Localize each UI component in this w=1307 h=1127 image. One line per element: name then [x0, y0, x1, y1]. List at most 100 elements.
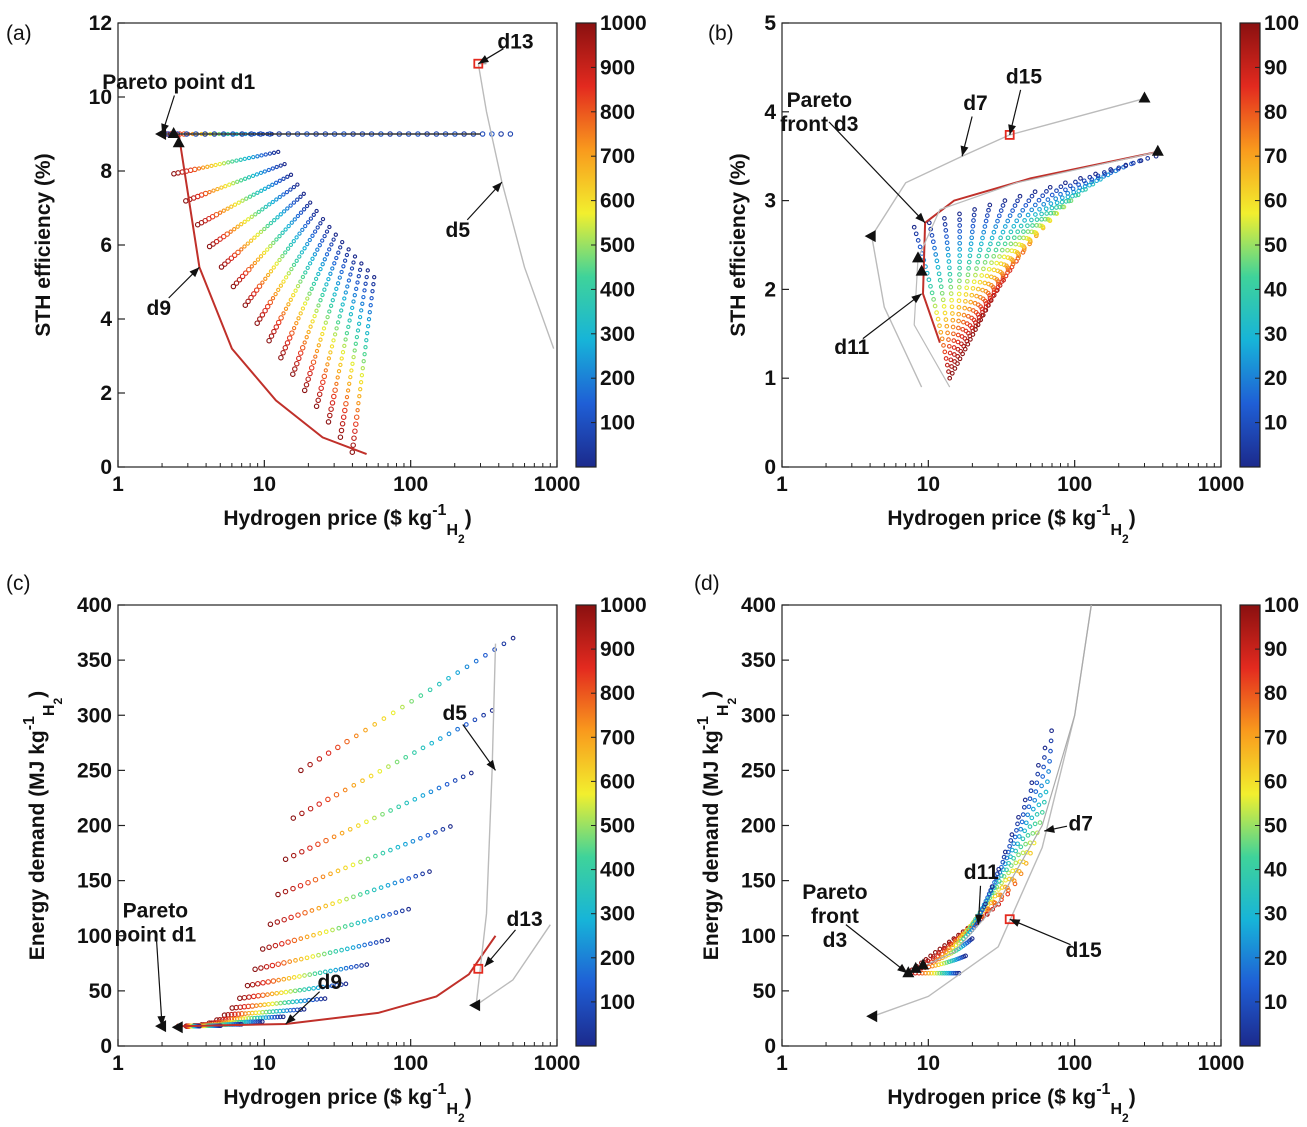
point — [322, 287, 327, 292]
point — [266, 184, 271, 189]
x-label-main: Hydrogen price ($ kg — [887, 1086, 1096, 1109]
point — [228, 255, 235, 261]
y-tick-label: 3 — [764, 190, 776, 213]
point — [291, 239, 296, 244]
point — [340, 350, 346, 355]
point — [260, 980, 266, 986]
annotation-arrowhead — [911, 293, 922, 304]
point — [312, 971, 318, 977]
point — [1027, 796, 1033, 802]
point — [427, 869, 432, 874]
point — [1041, 764, 1046, 770]
point — [332, 292, 337, 297]
point — [951, 338, 957, 343]
point — [1011, 841, 1017, 846]
point — [957, 356, 963, 362]
colorbar-tick-label: 200 — [600, 947, 635, 970]
point — [993, 247, 999, 253]
point — [944, 960, 950, 965]
point — [342, 787, 348, 793]
point — [260, 992, 266, 998]
point — [355, 280, 360, 285]
point — [271, 150, 277, 155]
series-line-d5 — [475, 643, 497, 1006]
point — [1001, 854, 1007, 860]
y-label-sub2: 2 — [725, 698, 739, 705]
point — [299, 345, 306, 351]
point — [320, 331, 325, 337]
point — [945, 330, 950, 336]
x-tick-label: 100 — [1057, 1052, 1092, 1075]
point — [288, 989, 293, 994]
point — [378, 885, 384, 890]
point — [289, 220, 294, 225]
annotation-arrowhead — [484, 956, 495, 967]
point — [309, 908, 315, 913]
point — [1039, 810, 1045, 815]
point — [347, 826, 353, 832]
point — [246, 266, 252, 273]
point — [374, 915, 380, 921]
point — [262, 307, 268, 314]
point — [928, 953, 933, 959]
point — [428, 789, 434, 795]
point — [943, 228, 949, 233]
point — [249, 264, 254, 269]
point — [1020, 250, 1026, 255]
point — [1012, 834, 1018, 840]
marker-triangle-up — [1151, 144, 1164, 156]
point — [1051, 210, 1057, 216]
point — [263, 964, 270, 970]
point — [276, 149, 281, 155]
point — [328, 350, 333, 355]
point — [1039, 216, 1044, 222]
point — [301, 387, 308, 394]
point — [305, 265, 310, 271]
point — [1087, 174, 1093, 180]
colorbar-tick-label: 900 — [600, 56, 635, 79]
point — [1036, 802, 1042, 808]
y-label-sup: -1 — [695, 716, 712, 730]
annotation-label: d13 — [497, 31, 533, 54]
point — [353, 421, 359, 427]
point — [270, 296, 276, 301]
point — [205, 164, 210, 169]
x-label-close: ) — [1129, 1086, 1136, 1109]
point — [235, 1011, 242, 1017]
point — [315, 247, 320, 252]
point — [380, 913, 386, 919]
point — [1021, 804, 1027, 810]
point — [429, 740, 435, 746]
point — [253, 212, 258, 217]
point — [955, 354, 961, 359]
point — [235, 249, 241, 256]
point — [917, 244, 923, 250]
point — [355, 328, 361, 333]
point — [932, 245, 937, 251]
point — [270, 182, 275, 187]
point — [360, 366, 365, 371]
marker-square — [1004, 914, 1015, 925]
point — [221, 208, 226, 213]
point — [1054, 205, 1059, 210]
annotation-label: d11 — [964, 861, 999, 884]
annotation-label: Pareto — [123, 900, 188, 923]
point — [364, 819, 369, 825]
point — [242, 156, 247, 162]
colorbar-tick-label: 400 — [600, 859, 635, 882]
point — [942, 349, 948, 355]
point — [1034, 780, 1040, 786]
panel-label-d: (d) — [694, 572, 720, 595]
point — [947, 350, 953, 356]
point — [217, 210, 223, 215]
colorbar-tick-label: 100 — [600, 991, 635, 1014]
point — [1045, 217, 1051, 222]
point — [387, 912, 392, 917]
y-label-main: STH efficiency (%) — [32, 153, 55, 336]
annotation-arrow — [828, 121, 926, 224]
point — [272, 218, 277, 223]
x-tick-label: 100 — [393, 473, 428, 496]
point — [315, 397, 321, 404]
series-lines-d — [872, 604, 1092, 1017]
